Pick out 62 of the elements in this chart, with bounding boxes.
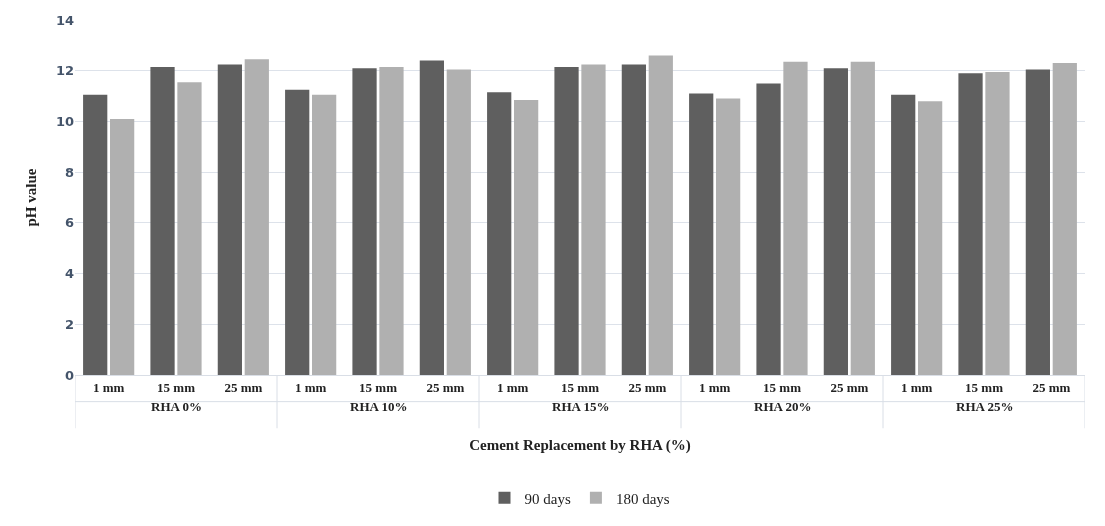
y-tick-label: 2 [64,316,74,332]
x-tick-label: 15 mm [763,379,802,395]
x-tick-label: 25 mm [628,379,667,395]
text: RHA 0% [151,399,202,414]
bar [689,93,714,375]
bar [985,71,1010,375]
bar [823,68,848,375]
bar [514,99,539,375]
legend-label: 90 days [524,490,571,507]
bar [1025,69,1050,375]
x-tick-label: 25 mm [830,379,869,395]
x-tick-label: 1 mm [698,379,731,395]
x-tick-label: 15 mm [359,379,398,395]
bar [756,83,781,375]
x-tick-label: 15 mm [561,379,600,395]
bar [83,94,108,375]
y-tick-label: 14 [55,12,74,28]
x-tick-label: 1 mm [900,379,933,395]
y-axis-title: pH value [23,168,40,227]
x-tick-label: 1 mm [294,379,327,395]
bar [1052,63,1077,375]
x-tick-label: 25 mm [224,379,263,395]
bar [419,60,444,375]
y-tick-label: 0 [64,367,74,383]
bar [487,92,512,375]
x-tick-label: 15 mm [157,379,196,395]
bar [244,59,269,375]
bar [150,66,175,375]
bar [621,64,646,375]
x-tick-label: 1 mm [496,379,529,395]
bar [958,73,983,375]
bar [217,64,242,375]
y-tick-label: 4 [64,266,74,282]
x-axis-title: Cement Replacement by RHA (%) [469,436,691,454]
y-tick-label: 6 [64,215,74,231]
bar [918,101,943,375]
bar [716,98,741,375]
y-tick-label: 12 [55,63,74,79]
bar [110,118,135,375]
bar [648,55,673,375]
bar [850,61,875,375]
bar [177,82,202,375]
text: RHA 15% [552,399,610,414]
x-tick-label: 25 mm [426,379,465,395]
y-tick-label: 8 [64,164,74,180]
bar [352,68,377,375]
text: RHA 20% [754,399,812,414]
bar [581,64,606,375]
bar [312,94,337,375]
bar [446,69,471,375]
bar [379,66,404,375]
bar [783,61,808,375]
x-tick-label: 25 mm [1032,379,1071,395]
text: RHA 25% [956,399,1014,414]
legend-label: 180 days [615,490,670,507]
x-tick-label: 1 mm [92,379,125,395]
bar [554,66,579,375]
bar [891,94,916,375]
bar [285,89,310,375]
y-tick-label: 10 [55,113,74,129]
text: RHA 10% [350,399,408,414]
x-tick-label: 15 mm [965,379,1004,395]
